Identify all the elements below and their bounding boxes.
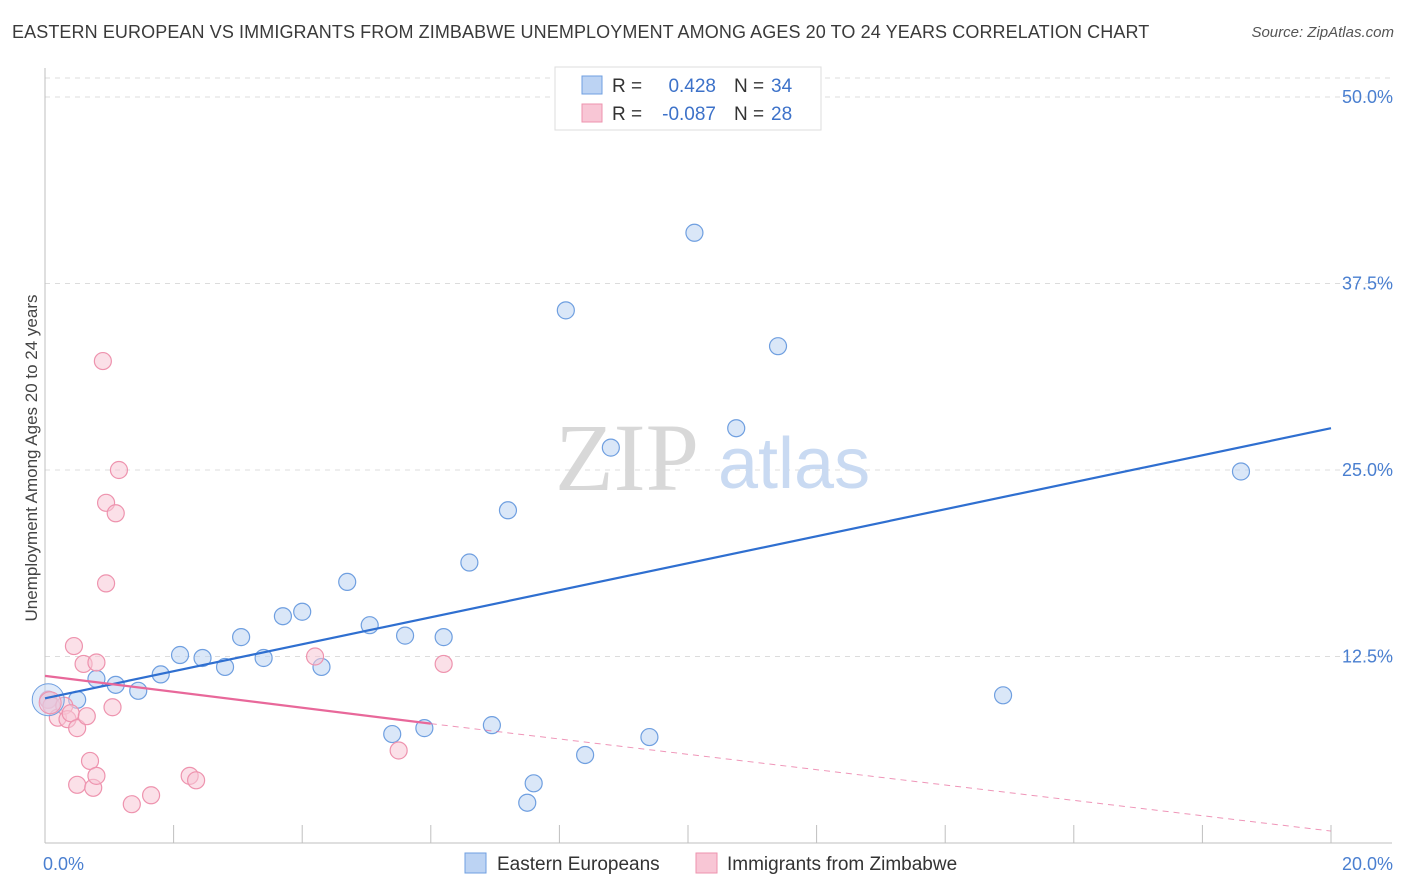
zimbabwe-point-6 [64,636,84,656]
legend-r-value-2: -0.087 [662,104,716,125]
eastern-point-9 [232,628,251,647]
legend-swatch-zimbabwe [581,103,603,123]
zimbabwe-trend-line [44,674,431,725]
series-legend: Eastern Europeans Immigrants from Zimbab… [464,852,957,875]
legend-r-value-1: 0.428 [668,76,716,97]
eastern-point-22 [498,501,518,520]
data-points [31,223,1251,814]
axes [44,68,1392,844]
legend-n-label-2: N = [734,104,764,125]
x-tick-labels: 0.0% 20.0% [43,854,1393,874]
zimbabwe-point-7 [68,719,87,738]
eastern-point-4 [129,681,148,700]
eastern-point-33 [1231,462,1251,481]
eastern-point-19 [434,628,453,647]
legend-n-value-2: 28 [771,104,792,125]
eastern-point-11 [273,607,293,626]
eastern-point-25 [556,301,575,320]
zimbabwe-point-19 [106,504,125,523]
eastern-trend-line [44,427,1332,700]
y-tick-labels: 12.5% 25.0% 37.5% 50.0% [1342,87,1393,667]
zimbabwe-point-22 [141,786,161,805]
zimbabwe-point-25 [305,647,325,666]
y-tick-label-1: 25.0% [1342,460,1393,480]
zimbabwe-point-20 [109,460,129,480]
zimbabwe-point-18 [103,698,122,717]
series-legend-label-eastern: Eastern Europeans [497,854,660,875]
eastern-point-32 [993,686,1013,705]
legend-r-label-1: R = [612,76,642,97]
eastern-point-7 [193,648,212,668]
legend-n-value-1: 34 [771,76,793,97]
eastern-point-21 [482,716,501,735]
zimbabwe-point-8 [68,775,87,794]
eastern-point-6 [170,645,190,665]
legend-n-label-1: N = [734,76,764,97]
zimbabwe-point-26 [389,741,408,760]
y-axis-label: Unemployment Among Ages 20 to 24 years [22,295,41,622]
eastern-point-24 [524,774,543,793]
zimbabwe-point-14 [87,766,106,785]
trend-lines [44,427,1332,832]
legend-r-label-2: R = [612,104,642,125]
eastern-point-30 [727,419,746,438]
zimbabwe-point-cluster [38,691,62,715]
eastern-point-17 [395,626,415,645]
grid-lines [45,77,1392,657]
watermark-zip: ZIP [555,404,699,511]
y-tick-label-3: 50.0% [1342,87,1393,107]
series-legend-label-zimbabwe: Immigrants from Zimbabwe [727,854,957,875]
zimbabwe-point-27 [434,654,453,674]
eastern-point-29 [685,223,704,242]
source-credit: Source: ZipAtlas.com [1251,24,1394,41]
y-tick-label-2: 37.5% [1342,274,1393,294]
eastern-point-28 [640,727,659,747]
series-legend-swatch-zimbabwe [695,852,718,874]
zimbabwe-point-13 [87,653,106,672]
eastern-point-26 [576,745,595,765]
correlation-legend: R = 0.428 N = 34 R = -0.087 N = 28 [554,66,822,131]
y-tick-label-0: 12.5% [1342,647,1393,667]
eastern-point-27 [601,438,620,457]
zimbabwe-point-17 [96,574,116,593]
eastern-point-16 [383,724,402,744]
watermark: ZIP atlas [555,404,870,511]
zimbabwe-trend-extension [430,723,1332,832]
eastern-point-14 [338,572,357,592]
legend-swatch-eastern [581,75,603,95]
eastern-point-8 [215,657,235,677]
x-tick-label-0: 0.0% [43,854,84,874]
zimbabwe-point-15 [93,351,112,371]
watermark-atlas: atlas [718,424,870,504]
eastern-point-31 [768,337,788,356]
chart-title: EASTERN EUROPEAN VS IMMIGRANTS FROM ZIMB… [12,22,1150,42]
series-legend-swatch-eastern [464,852,487,874]
eastern-point-2 [87,669,106,688]
zimbabwe-point-10 [77,707,96,726]
zimbabwe-point-21 [122,795,141,814]
eastern-point-12 [293,602,312,621]
eastern-point-20 [460,553,479,572]
zimbabwe-point-24 [187,771,206,790]
eastern-point-23 [518,793,537,812]
x-tick-label-1: 20.0% [1342,854,1393,874]
